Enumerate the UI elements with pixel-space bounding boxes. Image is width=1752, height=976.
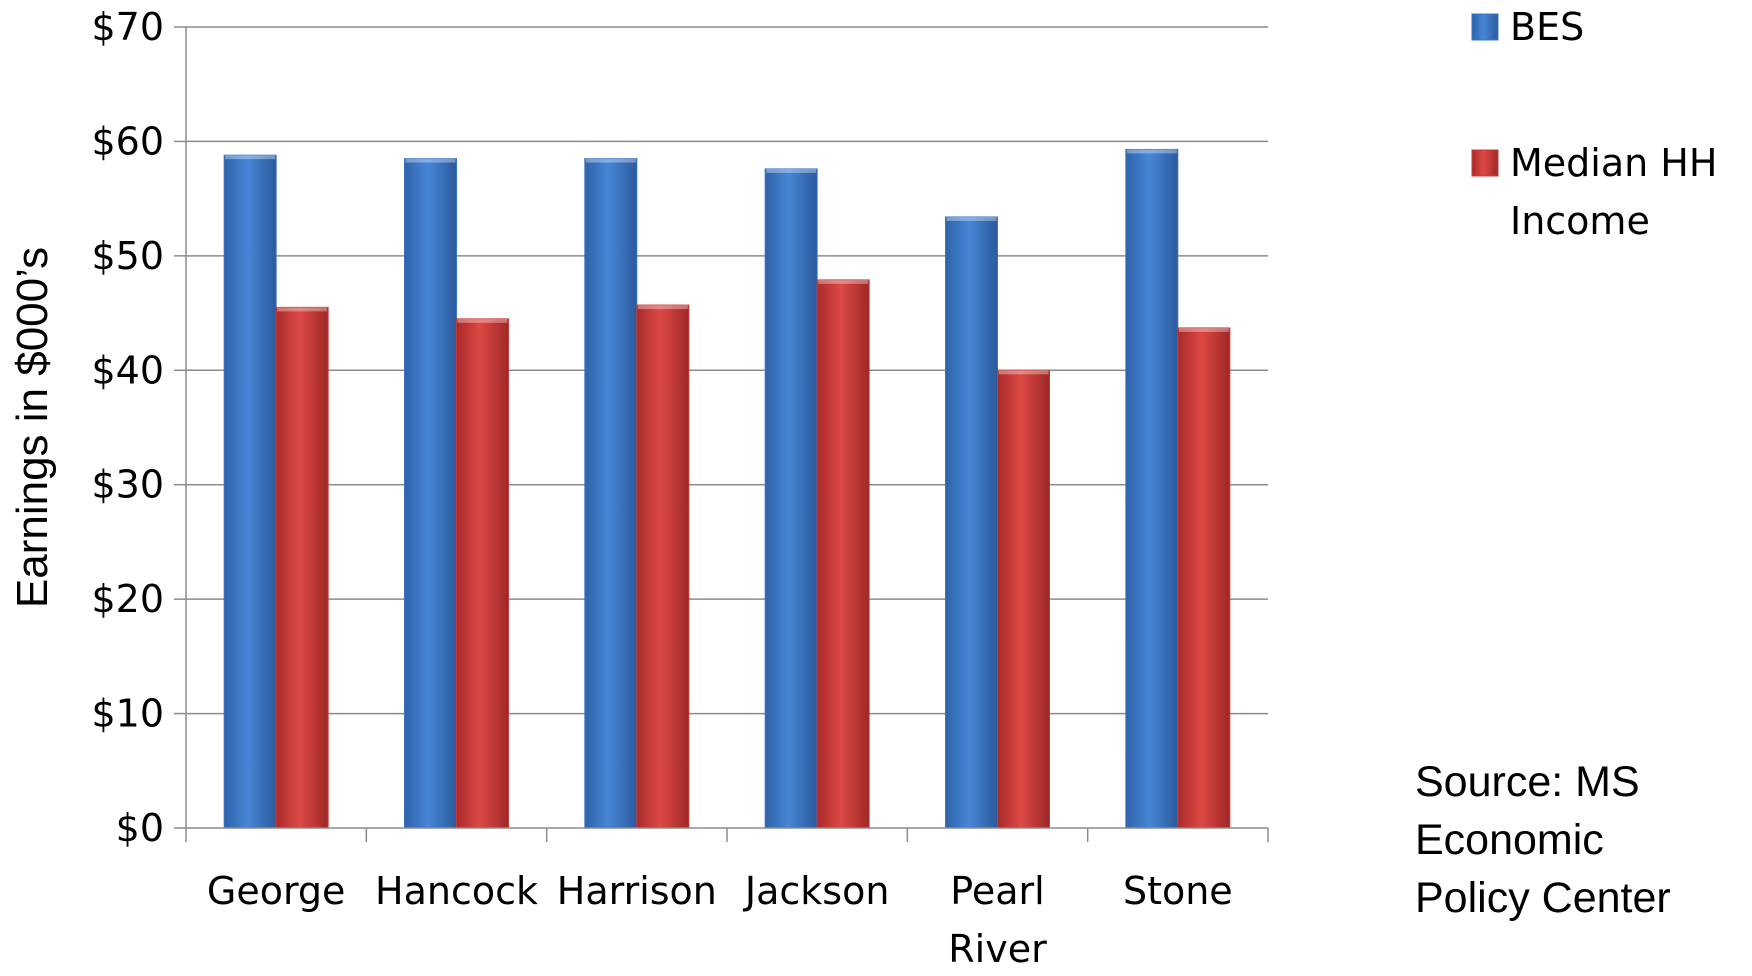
legend-label: Median HH [1510, 141, 1717, 185]
bar-top-highlight [277, 307, 328, 312]
legend-swatch [1471, 13, 1499, 41]
x-tick-label: Harrison [557, 869, 717, 913]
y-tick-label: $0 [116, 806, 164, 850]
bar-median-hh-income [275, 306, 329, 829]
bar-bes [404, 158, 457, 829]
bar-median-hh-income [636, 304, 690, 829]
x-tick-label: George [207, 869, 346, 913]
x-tick-label: Stone [1123, 869, 1233, 913]
x-tick-label: Pearl [950, 869, 1044, 913]
bar-top-highlight [225, 155, 276, 160]
legend-label: Income [1510, 199, 1650, 243]
y-axis-title: Earnings in $000’s [8, 247, 57, 608]
bar-bes [223, 154, 277, 829]
y-tick-label: $60 [91, 119, 164, 163]
legend-swatch [1471, 149, 1499, 177]
y-tick-label: $40 [91, 348, 164, 392]
bar-bes [1125, 148, 1179, 829]
y-tick-label: $30 [91, 463, 164, 507]
source-note-line: Source: MS [1415, 758, 1640, 806]
legend-label: BES [1510, 5, 1584, 49]
source-note-line: Policy Center [1415, 874, 1671, 922]
bar-top-highlight [946, 216, 997, 221]
y-tick-label: $70 [91, 5, 164, 49]
y-tick-label: $10 [91, 692, 164, 736]
bar-top-highlight [585, 158, 636, 163]
bar-top-highlight [637, 305, 688, 310]
y-tick-label: $20 [91, 577, 164, 621]
bar-top-highlight [766, 168, 817, 173]
bar-median-hh-income [1177, 327, 1231, 829]
legend: BES Median HH Income [1471, 5, 1717, 243]
x-tick-label: Jackson [743, 869, 890, 913]
bar-median-hh-income [816, 279, 870, 829]
bar-bes [584, 158, 638, 829]
x-tick-label: River [948, 927, 1047, 971]
x-tick-label: Hancock [375, 869, 538, 913]
source-note: Source: MS Economic Policy Center [1415, 753, 1745, 927]
source-note-line: Economic [1415, 816, 1604, 864]
bar-bes [764, 168, 818, 829]
bar-top-highlight [1126, 149, 1177, 154]
bar-top-highlight [405, 158, 456, 163]
bar-top-highlight [1178, 327, 1229, 332]
bar-median-hh-income [997, 369, 1050, 829]
bar-top-highlight [998, 370, 1049, 375]
bar-top-highlight [818, 279, 869, 284]
y-tick-label: $50 [91, 234, 164, 278]
bar-median-hh-income [456, 318, 509, 829]
bar-top-highlight [457, 318, 508, 323]
bar-bes [945, 216, 998, 829]
